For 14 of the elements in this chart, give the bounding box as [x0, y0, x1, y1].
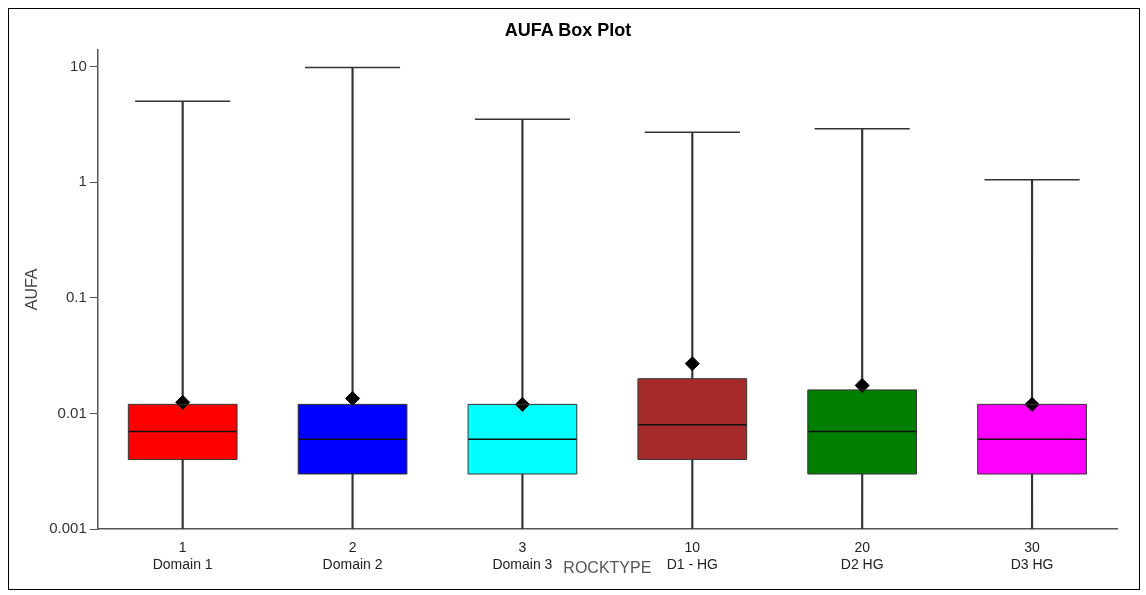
- y-tick-label: 0.01: [57, 403, 87, 421]
- x-tick-label: 10 D1 - HG: [666, 539, 718, 573]
- x-tick-label: 3 Domain 3: [492, 539, 553, 573]
- x-tick-label: 1 Domain 1: [152, 539, 213, 573]
- x-tick-label: 2 Domain 2: [322, 539, 383, 573]
- y-tick-label: 0.1: [65, 287, 87, 305]
- x-axis-title: ROCKTYPE: [563, 558, 652, 576]
- x-tick-label: 20 D2 HG: [840, 539, 884, 573]
- chart-title: AUFA Box Plot: [504, 19, 632, 40]
- y-tick-label: 1: [78, 172, 87, 190]
- y-tick-label: 0.001: [49, 519, 87, 537]
- y-tick-label: 10: [70, 56, 87, 74]
- x-tick-label: 30 D3 HG: [1010, 539, 1054, 573]
- y-axis-title: AUFA: [23, 268, 41, 311]
